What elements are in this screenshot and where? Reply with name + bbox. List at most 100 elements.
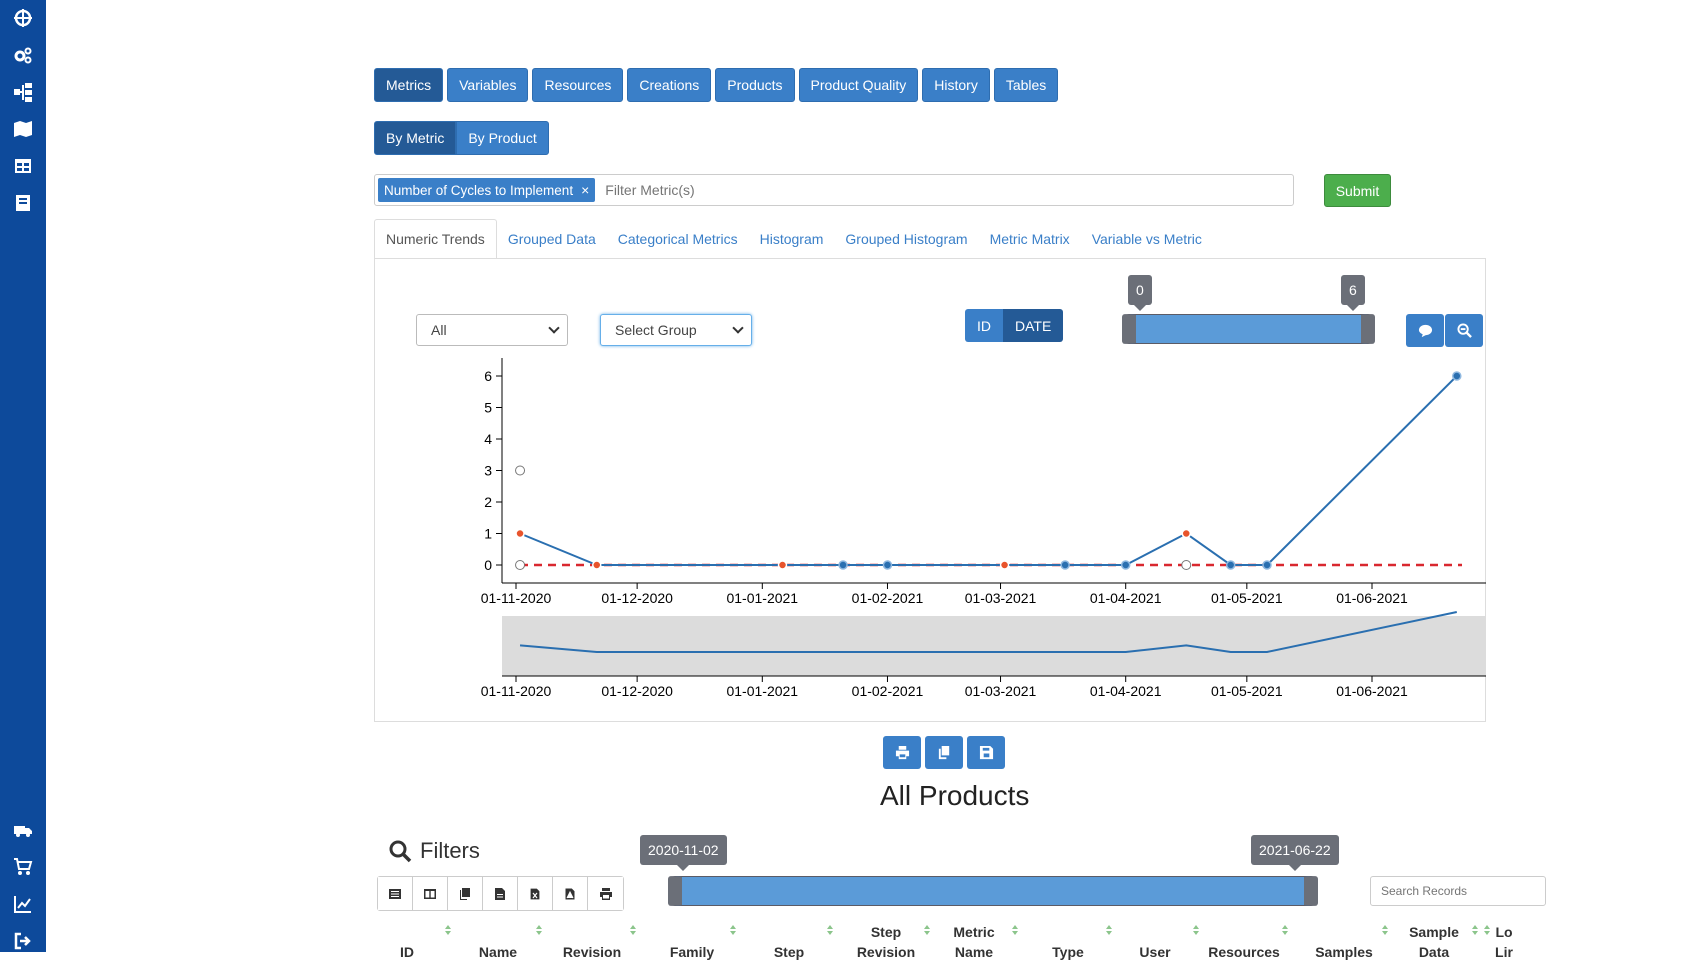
line-chart-icon[interactable] bbox=[0, 886, 46, 922]
tab-numeric-trends[interactable]: Numeric Trends bbox=[374, 219, 497, 259]
column-header-line2: Name bbox=[954, 944, 994, 960]
filter-metric-input[interactable] bbox=[605, 182, 1106, 198]
column-header-line1 bbox=[1304, 922, 1384, 942]
copy-icon bbox=[938, 745, 949, 760]
chart-action-buttons bbox=[1406, 314, 1483, 347]
date-range-slider[interactable] bbox=[668, 876, 1318, 906]
column-header[interactable]: Lo Lir bbox=[1464, 922, 1544, 962]
column-header-line1 bbox=[1204, 922, 1284, 942]
sort-icon[interactable] bbox=[536, 925, 542, 937]
table-icon[interactable] bbox=[0, 148, 46, 184]
tab-variables[interactable]: Variables bbox=[447, 68, 529, 102]
column-header-line2: Data bbox=[1418, 944, 1450, 960]
column-header[interactable]: ID bbox=[367, 922, 447, 962]
sort-icon[interactable] bbox=[1106, 925, 1112, 937]
column-header-line2: Step bbox=[773, 944, 805, 960]
tab-variable-vs-metric[interactable]: Variable vs Metric bbox=[1091, 231, 1202, 247]
cart-icon[interactable] bbox=[0, 849, 46, 885]
select-all[interactable]: All bbox=[416, 314, 568, 346]
column-header[interactable]: Step Revision bbox=[846, 922, 926, 962]
sort-icon[interactable] bbox=[730, 925, 736, 937]
crosshair-icon[interactable] bbox=[0, 0, 46, 36]
column-header-line1 bbox=[367, 922, 447, 942]
sort-icon[interactable] bbox=[1484, 925, 1490, 937]
metric-filter[interactable]: Number of Cycles to Implement × bbox=[374, 174, 1294, 206]
sort-icon[interactable] bbox=[827, 925, 833, 937]
search-records-input[interactable] bbox=[1370, 876, 1546, 906]
column-header-line1 bbox=[652, 922, 732, 942]
main-tabs: Metrics Variables Resources Creations Pr… bbox=[374, 68, 1059, 102]
sub-tabs: By Metric By Product bbox=[374, 121, 549, 155]
column-header[interactable]: Revision bbox=[552, 922, 632, 962]
tab-grouped-histogram[interactable]: Grouped Histogram bbox=[845, 231, 968, 247]
logout-icon[interactable] bbox=[0, 923, 46, 959]
tab-resources[interactable]: Resources bbox=[532, 68, 624, 102]
column-header[interactable]: Type bbox=[1028, 922, 1108, 962]
column-header-line2: Samples bbox=[1315, 944, 1373, 960]
print-button[interactable] bbox=[883, 736, 921, 769]
zoom-button[interactable] bbox=[1445, 314, 1483, 347]
tab-by-product[interactable]: By Product bbox=[456, 121, 549, 155]
chart-panel bbox=[374, 258, 1486, 722]
tab-histogram[interactable]: Histogram bbox=[759, 231, 824, 247]
tab-metrics[interactable]: Metrics bbox=[374, 68, 444, 102]
sort-icon[interactable] bbox=[1472, 925, 1478, 937]
chip-remove-icon[interactable]: × bbox=[581, 182, 590, 198]
save-button[interactable] bbox=[967, 736, 1005, 769]
copy-table-button[interactable] bbox=[448, 877, 483, 910]
comment-button[interactable] bbox=[1406, 314, 1444, 347]
column-header[interactable]: Name bbox=[458, 922, 538, 962]
print-table-button[interactable] bbox=[588, 877, 623, 910]
table-tools bbox=[377, 876, 624, 911]
column-header[interactable]: User bbox=[1115, 922, 1195, 962]
column-header-line2: Name bbox=[478, 944, 518, 960]
column-header[interactable]: Family bbox=[652, 922, 732, 962]
tab-by-metric[interactable]: By Metric bbox=[374, 121, 457, 155]
copy-button[interactable] bbox=[925, 736, 963, 769]
tab-creations[interactable]: Creations bbox=[627, 68, 712, 102]
column-header-line2: ID bbox=[400, 944, 414, 960]
tab-metric-matrix[interactable]: Metric Matrix bbox=[989, 231, 1070, 247]
sort-icon[interactable] bbox=[1012, 925, 1018, 937]
column-header[interactable]: Resources bbox=[1204, 922, 1284, 962]
book-icon[interactable] bbox=[0, 185, 46, 221]
column-header[interactable]: Step bbox=[749, 922, 829, 962]
excel-button[interactable] bbox=[518, 877, 553, 910]
column-header-line1 bbox=[1028, 922, 1108, 942]
select-group[interactable]: Select Group bbox=[600, 314, 752, 346]
tab-products[interactable]: Products bbox=[715, 68, 795, 102]
map-icon[interactable] bbox=[0, 111, 46, 147]
submit-button[interactable]: Submit bbox=[1324, 174, 1391, 207]
value-range-slider[interactable] bbox=[1122, 314, 1375, 344]
sort-icon[interactable] bbox=[924, 925, 930, 937]
list-button[interactable] bbox=[378, 877, 413, 910]
toggle-id[interactable]: ID bbox=[965, 309, 1003, 342]
columns-button[interactable] bbox=[413, 877, 448, 910]
sort-icon[interactable] bbox=[1193, 925, 1199, 937]
pdf-button[interactable] bbox=[553, 877, 588, 910]
columns-icon bbox=[424, 888, 436, 899]
pdf-icon bbox=[564, 887, 576, 900]
truck-icon[interactable] bbox=[0, 812, 46, 848]
sort-icon[interactable] bbox=[445, 925, 451, 937]
tab-history[interactable]: History bbox=[922, 68, 990, 102]
toggle-date[interactable]: DATE bbox=[1003, 309, 1064, 342]
column-header[interactable]: Samples bbox=[1304, 922, 1384, 962]
sort-icon[interactable] bbox=[630, 925, 636, 937]
csv-button[interactable] bbox=[483, 877, 518, 910]
column-header[interactable]: Sample Data bbox=[1394, 922, 1474, 962]
sitemap-icon[interactable] bbox=[0, 74, 46, 110]
column-header[interactable]: Metric Name bbox=[934, 922, 1014, 962]
tab-grouped-data[interactable]: Grouped Data bbox=[507, 231, 596, 247]
sort-icon[interactable] bbox=[1382, 925, 1388, 937]
tab-categorical-metrics[interactable]: Categorical Metrics bbox=[617, 231, 738, 247]
column-header-line1 bbox=[1115, 922, 1195, 942]
tab-product-quality[interactable]: Product Quality bbox=[798, 68, 919, 102]
sort-icon[interactable] bbox=[1282, 925, 1288, 937]
comment-icon bbox=[1418, 324, 1432, 338]
cogs-icon[interactable] bbox=[0, 37, 46, 73]
column-header-line1 bbox=[458, 922, 538, 942]
chevron-down-icon bbox=[732, 322, 744, 334]
tab-tables[interactable]: Tables bbox=[993, 68, 1059, 102]
column-header-line1 bbox=[552, 922, 632, 942]
